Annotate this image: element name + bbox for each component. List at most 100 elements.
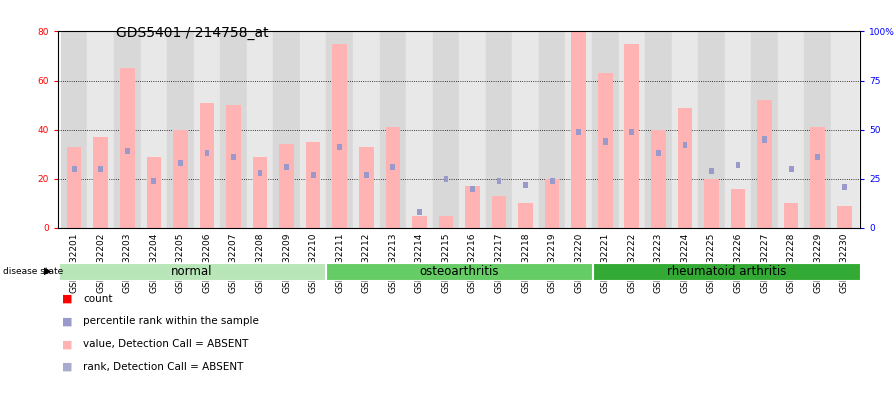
Bar — [788, 166, 794, 172]
Bar — [332, 44, 347, 228]
Bar — [412, 216, 426, 228]
Bar — [93, 137, 108, 228]
Text: normal: normal — [171, 265, 212, 278]
Bar — [572, 31, 586, 228]
Bar — [629, 129, 634, 135]
Bar — [492, 196, 506, 228]
Bar — [178, 160, 183, 166]
Bar — [731, 189, 745, 228]
Bar — [120, 68, 134, 228]
Bar — [273, 31, 300, 228]
Text: percentile rank within the sample: percentile rank within the sample — [83, 316, 259, 327]
Bar — [326, 31, 353, 228]
Bar — [523, 182, 528, 188]
Bar — [168, 31, 194, 228]
Bar — [784, 204, 798, 228]
Bar — [258, 170, 263, 176]
Bar — [736, 162, 740, 168]
Bar — [226, 105, 241, 228]
Bar — [353, 31, 380, 228]
Bar — [59, 263, 325, 280]
Bar — [200, 103, 214, 228]
Bar — [364, 172, 368, 178]
Bar — [757, 100, 771, 228]
Text: value, Detection Call = ABSENT: value, Detection Call = ABSENT — [83, 339, 249, 349]
Bar — [147, 157, 161, 228]
Bar — [672, 31, 698, 228]
Bar — [417, 209, 422, 215]
Bar — [538, 31, 565, 228]
Bar — [433, 31, 459, 228]
Bar — [444, 176, 448, 182]
Text: rheumatoid arthritis: rheumatoid arthritis — [667, 265, 786, 278]
Bar — [246, 31, 273, 228]
Bar — [67, 147, 82, 228]
Bar — [114, 31, 141, 228]
Text: rank, Detection Call = ABSENT: rank, Detection Call = ABSENT — [83, 362, 244, 372]
Bar — [459, 31, 486, 228]
Bar — [603, 138, 607, 145]
Bar — [656, 150, 660, 156]
Bar — [204, 150, 210, 156]
Bar — [151, 178, 156, 184]
Bar — [326, 263, 592, 280]
Bar — [837, 206, 851, 228]
Bar — [513, 31, 538, 228]
Text: count: count — [83, 294, 113, 304]
Bar — [598, 73, 613, 228]
Bar — [173, 130, 187, 228]
Bar — [778, 31, 805, 228]
Bar — [406, 31, 433, 228]
Bar — [280, 144, 294, 228]
Bar — [194, 31, 220, 228]
Bar — [465, 186, 479, 228]
Bar — [725, 31, 751, 228]
Bar — [231, 154, 236, 160]
Bar — [380, 31, 406, 228]
Bar — [284, 164, 289, 170]
Bar — [359, 147, 374, 228]
Bar — [470, 185, 475, 192]
Bar — [831, 31, 857, 228]
Text: ■: ■ — [62, 339, 73, 349]
Bar — [698, 31, 725, 228]
Bar — [486, 31, 513, 228]
Bar — [311, 172, 315, 178]
Text: ■: ■ — [62, 362, 73, 372]
Bar — [683, 142, 687, 149]
Bar — [88, 31, 114, 228]
Bar — [704, 179, 719, 228]
Text: ■: ■ — [62, 294, 73, 304]
Bar — [439, 216, 453, 228]
Bar — [815, 154, 820, 160]
Bar — [677, 108, 693, 228]
Bar — [125, 148, 130, 154]
Bar — [625, 44, 639, 228]
Text: ■: ■ — [62, 316, 73, 327]
Bar — [391, 164, 395, 170]
Bar — [306, 142, 321, 228]
Bar — [645, 31, 672, 228]
Bar — [576, 129, 582, 135]
Text: disease state: disease state — [3, 267, 63, 275]
Text: ▶: ▶ — [45, 266, 52, 276]
Bar — [810, 127, 825, 228]
Bar — [545, 179, 559, 228]
Bar — [805, 31, 831, 228]
Bar — [300, 31, 326, 228]
Bar — [751, 31, 778, 228]
Bar — [220, 31, 246, 228]
Bar — [141, 31, 168, 228]
Bar — [592, 31, 618, 228]
Text: osteoarthritis: osteoarthritis — [419, 265, 499, 278]
Bar — [496, 178, 502, 184]
Bar — [72, 166, 76, 172]
Bar — [518, 204, 533, 228]
Bar — [565, 31, 592, 228]
Text: GDS5401 / 214758_at: GDS5401 / 214758_at — [116, 26, 269, 40]
Bar — [762, 136, 767, 143]
Bar — [709, 168, 714, 174]
Bar — [593, 263, 859, 280]
Bar — [253, 157, 267, 228]
Bar — [61, 31, 88, 228]
